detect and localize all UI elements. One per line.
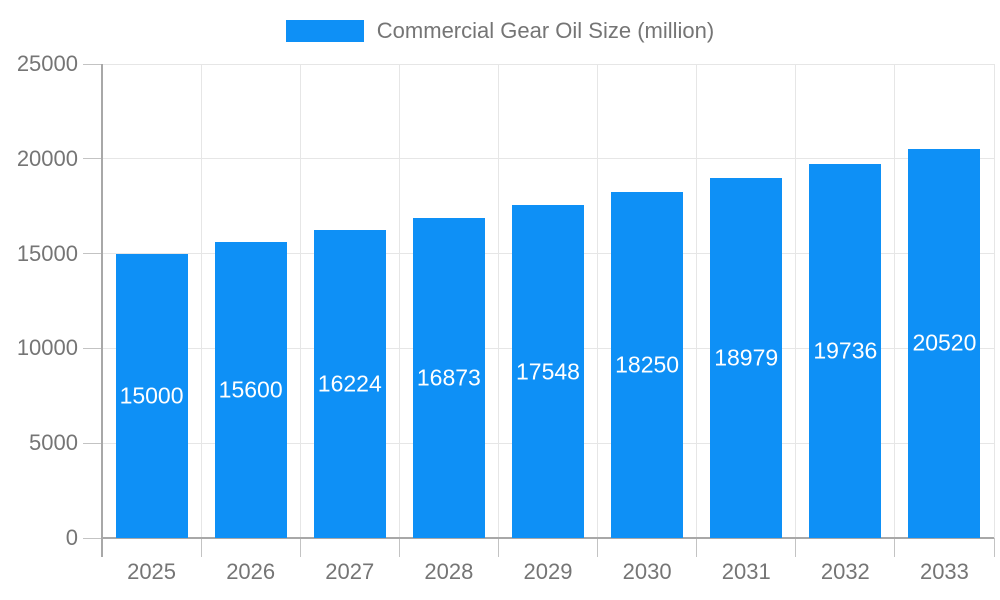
y-axis-tick (83, 158, 102, 160)
bar-value-label: 19736 (813, 337, 878, 364)
bar-value-label: 18250 (615, 351, 680, 378)
bar-value-label: 15000 (119, 382, 184, 409)
bar (214, 242, 287, 538)
x-axis-tick (795, 538, 797, 557)
y-axis-tick (83, 253, 102, 255)
bar-value-label: 17548 (516, 358, 580, 385)
x-axis-tick (894, 538, 896, 557)
x-gridline (497, 64, 499, 538)
y-axis-tick (83, 63, 102, 65)
x-gridline (795, 64, 797, 538)
x-axis-tick (200, 538, 202, 557)
x-axis-tick-label: 2025 (127, 559, 177, 584)
y-axis-tick-label: 20000 (16, 145, 78, 171)
x-axis-tick-label: 2031 (721, 559, 771, 584)
x-axis-tick-label: 2027 (325, 559, 375, 584)
bar (809, 163, 882, 538)
x-axis-tick-label: 2033 (919, 559, 969, 584)
y-axis-tick (83, 537, 102, 539)
bar-value-label: 20520 (912, 329, 977, 356)
bar (313, 230, 386, 538)
x-axis-tick-label: 2028 (424, 559, 474, 584)
bar (412, 218, 485, 538)
legend-label: Commercial Gear Oil Size (million) (376, 18, 715, 43)
bar (512, 205, 584, 538)
x-axis-tick (597, 538, 599, 557)
x-gridline (398, 64, 400, 538)
x-gridline (200, 64, 202, 538)
chart-legend: Commercial Gear Oil Size (million) (0, 18, 1000, 44)
x-axis-tick-label: 2032 (820, 559, 870, 584)
bar (908, 148, 981, 538)
bar-value-label: 15600 (218, 376, 283, 403)
y-axis-tick-label: 0 (65, 525, 78, 550)
legend-swatch-icon (285, 20, 364, 42)
bar (115, 253, 188, 538)
bar-value-label: 18979 (714, 344, 779, 371)
y-axis-tick-label: 10000 (16, 335, 78, 361)
y-axis-line (101, 64, 103, 557)
x-axis-tick (497, 538, 499, 557)
y-axis-tick (83, 347, 102, 349)
bar (611, 191, 684, 538)
x-axis-tick (696, 538, 698, 557)
y-axis-tick (83, 442, 102, 444)
y-gridline (102, 158, 994, 160)
legend-item[interactable]: Commercial Gear Oil Size (million) (285, 18, 715, 44)
x-axis-tick (993, 538, 995, 557)
x-axis-tick-label: 2026 (226, 559, 276, 584)
bar-value-label: 16224 (317, 370, 382, 397)
bar-value-label: 16873 (416, 364, 481, 391)
y-axis-tick-label: 5000 (29, 430, 78, 456)
x-axis-tick (299, 538, 301, 557)
y-axis-tick-label: 15000 (16, 240, 78, 266)
x-axis-line (102, 537, 994, 539)
x-gridline (894, 64, 896, 538)
x-gridline (993, 64, 995, 538)
x-gridline (597, 64, 599, 538)
x-axis-tick-label: 2029 (523, 559, 573, 584)
y-axis-tick-label: 25000 (16, 51, 78, 76)
x-axis-tick-label: 2030 (622, 559, 672, 584)
x-gridline (299, 64, 301, 538)
x-axis-tick (398, 538, 400, 557)
x-gridline (696, 64, 698, 538)
y-gridline (102, 63, 994, 65)
bar (710, 178, 783, 538)
